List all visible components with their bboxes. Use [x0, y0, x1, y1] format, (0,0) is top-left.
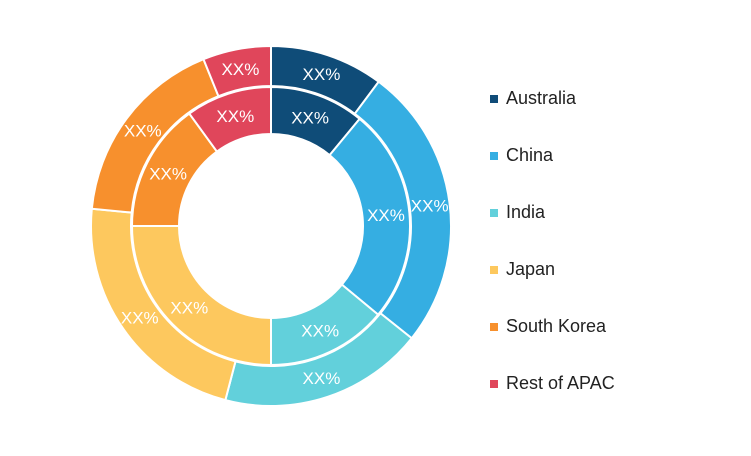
legend-swatch-rest-of-apac — [490, 379, 498, 388]
outer-slice-label-china: XX% — [411, 197, 449, 216]
legend: Australia China India Japan South Korea Rest … — [490, 70, 615, 412]
inner-slice-label-rest-of-apac: XX% — [216, 107, 254, 126]
outer-slice-label-japan: XX% — [121, 309, 159, 328]
legend-swatch-india — [490, 208, 498, 217]
inner-slice-label-south-korea: XX% — [149, 165, 187, 184]
legend-label-australia: Australia — [506, 88, 577, 108]
legend-label-south-korea: South Korea — [506, 316, 607, 336]
legend-label-india: India — [506, 202, 546, 222]
legend-item-japan: Japan — [490, 241, 615, 298]
outer-slice-label-india: XX% — [303, 369, 341, 388]
legend-label-china: China — [506, 145, 554, 165]
legend-item-china: China — [490, 127, 615, 184]
inner-slice-label-australia: XX% — [291, 108, 329, 127]
legend-label-rest-of-apac: Rest of APAC — [506, 373, 615, 393]
legend-item-south-korea: South Korea — [490, 298, 615, 355]
legend-label-japan: Japan — [506, 259, 556, 279]
legend-item-india: India — [490, 184, 615, 241]
legend-swatch-japan — [490, 265, 498, 274]
inner-slice-rest-of-apac — [187, 85, 272, 153]
legend-item-australia: Australia — [490, 70, 615, 127]
legend-swatch-south-korea — [490, 322, 498, 331]
legend-swatch-australia — [490, 94, 498, 103]
inner-slice-label-china: XX% — [367, 206, 405, 225]
inner-slice-label-india: XX% — [301, 322, 339, 341]
outer-slice-label-australia: XX% — [303, 65, 341, 84]
legend-item-rest-of-apac: Rest of APAC — [490, 355, 615, 412]
inner-slice-label-japan: XX% — [170, 299, 208, 318]
outer-slice-label-rest-of-apac: XX% — [222, 60, 260, 79]
legend-swatch-china — [490, 151, 498, 160]
outer-slice-label-south-korea: XX% — [124, 121, 162, 140]
